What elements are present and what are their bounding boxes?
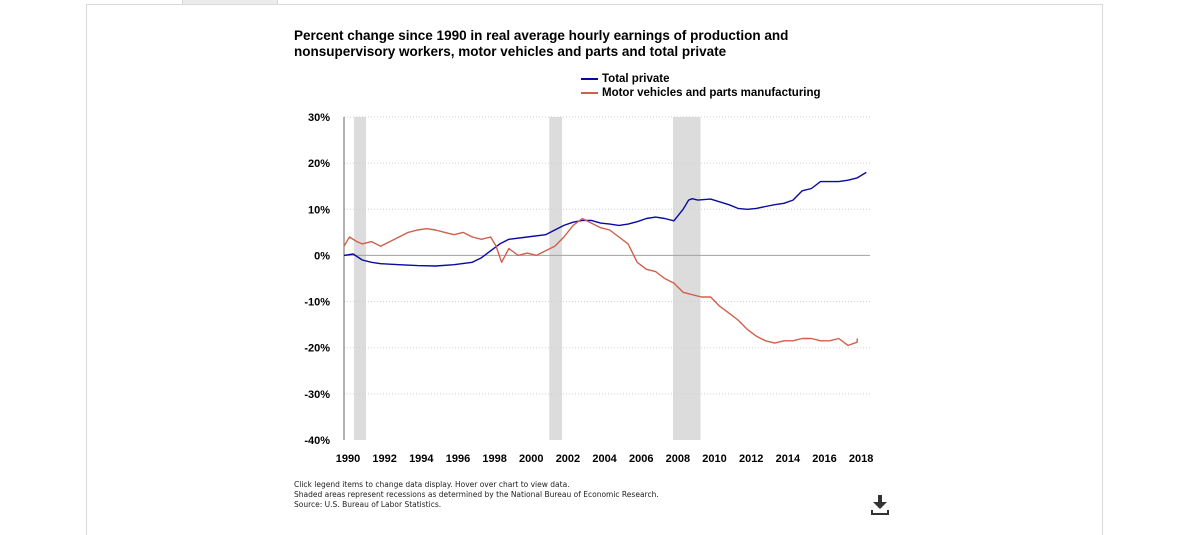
x-tick-label-10: 2010 bbox=[702, 453, 726, 465]
footnote-instructions: Click legend items to change data displa… bbox=[294, 480, 570, 489]
recession-band-1 bbox=[549, 117, 563, 440]
y-tick-label-5: -20% bbox=[304, 343, 330, 355]
y-tick-label-2: 10% bbox=[308, 204, 330, 216]
legend-label-total-private: Total private bbox=[602, 73, 670, 85]
y-tick-label-4: -10% bbox=[304, 297, 330, 309]
x-tick-label-7: 2004 bbox=[592, 453, 617, 465]
chart-title: Percent change since 1990 in real averag… bbox=[294, 28, 789, 59]
x-tick-label-9: 2008 bbox=[666, 453, 690, 465]
legend-swatch-motor-vehicles bbox=[581, 92, 598, 94]
x-tick-label-1: 1992 bbox=[372, 453, 396, 465]
recession-band-2 bbox=[672, 117, 701, 440]
download-icon-glyph bbox=[871, 495, 889, 515]
x-tick-label-11: 2012 bbox=[739, 453, 763, 465]
y-tick-label-3: 0% bbox=[314, 250, 330, 262]
legend-item-total-private[interactable]: Total private bbox=[581, 72, 821, 86]
chart-footnotes: Click legend items to change data displa… bbox=[294, 480, 659, 510]
x-tick-label-4: 1998 bbox=[482, 453, 506, 465]
series-line-total-private[interactable] bbox=[343, 171, 867, 267]
legend-item-motor-vehicles[interactable]: Motor vehicles and parts manufacturing bbox=[581, 86, 821, 100]
line-chart[interactable]: 30% 20% 10% 0% -10% -20% -30% -40% 1990 1992 1994 1… bbox=[290, 105, 890, 477]
download-icon[interactable] bbox=[869, 493, 891, 517]
x-tick-label-13: 2016 bbox=[812, 453, 836, 465]
footnote-source: Source: U.S. Bureau of Labor Statistics. bbox=[294, 500, 442, 509]
chart-legend: Total private Motor vehicles and parts m… bbox=[581, 72, 821, 100]
y-tick-label-7: -40% bbox=[304, 435, 330, 447]
legend-swatch-total-private bbox=[581, 78, 598, 80]
x-tick-label-3: 1996 bbox=[446, 453, 470, 465]
y-tick-label-0: 30% bbox=[308, 112, 330, 124]
series-line-motor-vehicles[interactable] bbox=[343, 217, 858, 347]
x-tick-label-0: 1990 bbox=[336, 453, 360, 465]
footnote-recessions: Shaded areas represent recessions as det… bbox=[294, 490, 659, 499]
y-tick-label-1: 20% bbox=[308, 158, 330, 170]
x-tick-label-12: 2014 bbox=[776, 453, 801, 465]
recession-band-0 bbox=[354, 117, 366, 440]
x-tick-label-8: 2006 bbox=[629, 453, 653, 465]
legend-label-motor-vehicles: Motor vehicles and parts manufacturing bbox=[602, 87, 821, 99]
x-tick-label-14: 2018 bbox=[849, 453, 873, 465]
x-tick-label-6: 2002 bbox=[556, 453, 580, 465]
y-tick-label-6: -30% bbox=[304, 389, 330, 401]
x-tick-label-5: 2000 bbox=[519, 453, 543, 465]
x-tick-label-2: 1994 bbox=[409, 453, 434, 465]
